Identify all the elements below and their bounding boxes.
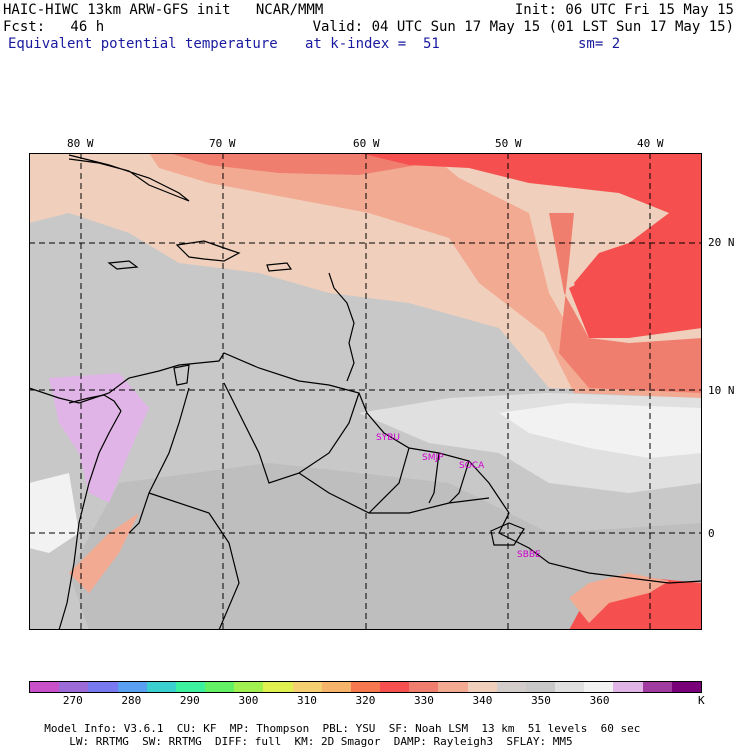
model-version: Model Info: V3.6.1 — [44, 722, 164, 735]
forecast-hour: Fcst: 46 h — [3, 19, 105, 35]
colorbar-swatch — [438, 682, 468, 692]
map-border — [29, 153, 702, 630]
colorbar-tick-label: 360 — [589, 694, 610, 707]
colombia-borders — [128, 387, 240, 630]
station-soca: SOCA — [459, 461, 485, 471]
colorbar-tick-label: 330 — [414, 694, 434, 707]
colorbar-swatch — [321, 682, 351, 692]
colorbar-swatch — [496, 682, 526, 692]
colorbar-swatch — [350, 682, 381, 692]
lake-maracaibo — [173, 364, 190, 386]
cumulus-scheme: CU: KF — [176, 722, 217, 735]
colorbar-swatch — [525, 682, 556, 692]
shortwave-scheme: SW: RRTMG — [142, 735, 202, 748]
jamaica-outline — [107, 260, 139, 270]
microphysics: MP: Thompson — [229, 722, 310, 735]
coastlines — [29, 154, 702, 630]
panama-isthmus — [68, 394, 122, 412]
lon-label-60w: 60 W — [353, 137, 380, 150]
km-option: KM: 2D Smagor — [294, 735, 381, 748]
colorbar-swatch — [88, 682, 118, 692]
field-name: Equivalent potential temperature — [8, 36, 278, 52]
colorbar-tick-label: 280 — [121, 694, 142, 707]
surface-layer: SFLAY: MM5 — [506, 735, 573, 748]
colorbar-swatch — [205, 682, 235, 692]
equatorial-white-patch — [499, 403, 702, 458]
salmon-north-strip — [169, 153, 449, 175]
colorbar-swatch — [613, 682, 643, 692]
colorbar-swatch — [380, 682, 410, 692]
marajo-island — [490, 522, 525, 546]
colorbar-unit: K — [698, 694, 705, 707]
valid-time: Valid: 04 UTC Sun 17 May 15 (01 LST Sun … — [312, 19, 734, 35]
lat-label-10n: 10 N — [708, 384, 735, 397]
colombia-lilac-area — [49, 373, 149, 503]
colorbar-swatch — [292, 682, 322, 692]
colorbar-swatch — [671, 682, 701, 692]
lon-label-40w: 40 W — [637, 137, 664, 150]
grid-spacing: 13 km — [481, 722, 515, 735]
colorbar-swatch — [263, 682, 293, 692]
colorbar-swatch — [117, 682, 147, 692]
lat-label-20n: 20 N — [708, 236, 735, 249]
colorbar-tick-label: 320 — [355, 694, 376, 707]
lon-label-50w: 50 W — [495, 137, 522, 150]
salmon-atlantic-area — [549, 213, 702, 393]
hispaniola-outline — [175, 240, 241, 262]
station-sybu: SYBU — [376, 433, 400, 443]
levels: 51 levels — [527, 722, 588, 735]
lon-label-80w: 80 W — [67, 137, 94, 150]
model-title: HAIC-HIWC 13km ARW-GFS init NCAR/MMM — [3, 2, 324, 18]
station-sbbe: SBBE — [517, 550, 541, 560]
colorbar-swatch — [146, 682, 176, 692]
damping: DAMP: Rayleigh3 — [393, 735, 494, 748]
cuba-outline — [68, 154, 190, 202]
guianas-borders — [298, 392, 470, 514]
colorbar-tick-label: 340 — [472, 694, 493, 707]
model-info-line1: Model Info: V3.6.1 CU: KF MP: Thompson P… — [31, 711, 640, 735]
graticule — [29, 153, 702, 630]
model-info-line2: LW: RRTMG SW: RRTMG DIFF: full KM: 2D Sm… — [56, 724, 573, 748]
colorbar-swatch — [175, 682, 206, 692]
puerto-rico-outline — [266, 262, 293, 272]
colorbar-swatch — [409, 682, 439, 692]
amazon-darker-area — [69, 463, 702, 630]
surface-scheme: SF: Noah LSM — [388, 722, 469, 735]
pacific-coast — [58, 410, 122, 630]
colorbar-tick-label: 310 — [296, 694, 317, 707]
colorbar — [29, 681, 702, 693]
longwave-scheme: LW: RRTMG — [69, 735, 129, 748]
diffusion: DIFF: full — [214, 735, 282, 748]
timestep: 60 sec — [600, 722, 641, 735]
south-salmon-patch — [569, 573, 669, 623]
pbl-scheme: PBL: YSU — [322, 722, 376, 735]
colorbar-swatch — [584, 682, 614, 692]
venezuela-brazil-border — [223, 382, 490, 514]
colorbar-tick-label: 350 — [531, 694, 551, 707]
south-america-coast — [29, 352, 702, 584]
colorbar-swatch — [234, 682, 264, 692]
lon-label-70w: 70 W — [209, 137, 236, 150]
colorbar-swatch — [467, 682, 497, 692]
colorbar-swatch — [555, 682, 585, 692]
colorbar-tick-label: 290 — [179, 694, 200, 707]
level-label: at k-index = 51 — [305, 36, 440, 52]
colorbar-tick-label: 300 — [238, 694, 259, 707]
colorbar-swatch — [642, 682, 672, 692]
colorbar-tick-label: 270 — [62, 694, 83, 707]
atlantic-red-blob — [569, 243, 702, 338]
lesser-antilles — [328, 272, 355, 382]
colorbar-swatch — [30, 682, 60, 692]
smoothing-label: sm= 2 — [578, 36, 621, 52]
colorbar-swatch — [59, 682, 89, 692]
station-smjp: SMJP — [422, 453, 444, 463]
init-time: Init: 06 UTC Fri 15 May 15 — [514, 2, 734, 18]
lat-label-0: 0 — [708, 527, 715, 540]
theta-e-map: SYBU SMJP SOCA SBBE — [29, 153, 702, 630]
